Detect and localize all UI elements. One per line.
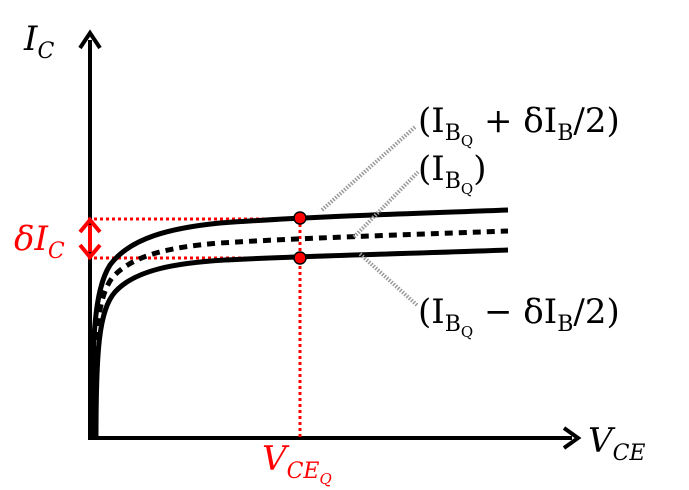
- vceq-label: VCEQ: [262, 439, 332, 488]
- upper-operating-point: [293, 211, 307, 225]
- lower-curve: [93, 247, 509, 439]
- upper-curve-label: (IBQ + δIB/2): [418, 101, 620, 150]
- x-axis-label: VCE: [588, 421, 645, 466]
- lower-operating-point: [293, 251, 307, 265]
- upper-leader-line: [320, 125, 417, 212]
- lower-curve-label: (IBQ − δIB/2): [418, 292, 620, 341]
- upper-curve: [89, 207, 509, 439]
- lower-leader-line: [358, 252, 420, 308]
- middle-curve-label: (IBQ): [418, 149, 486, 198]
- y-axis-arrowhead: [78, 29, 102, 50]
- delta-ic-label: δIC: [14, 219, 65, 264]
- middle-curve-dotted: [91, 228, 509, 439]
- delta-ic-arrowhead-top: [78, 216, 102, 234]
- x-axis-arrowhead: [562, 426, 582, 450]
- y-axis-label: IC: [23, 19, 54, 64]
- middle-leader-line: [352, 170, 420, 239]
- delta-ic-arrowhead-bottom: [78, 243, 102, 261]
